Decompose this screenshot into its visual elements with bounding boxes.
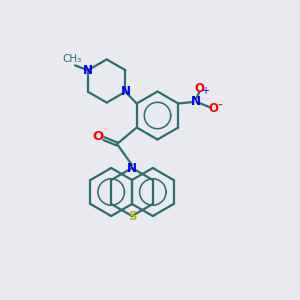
Text: O: O	[93, 130, 104, 143]
Text: S: S	[128, 209, 136, 223]
Text: +: +	[201, 85, 209, 96]
Text: N: N	[191, 95, 201, 109]
Text: N: N	[120, 85, 130, 98]
Text: O: O	[194, 82, 204, 95]
Text: N: N	[83, 64, 93, 77]
Text: N: N	[127, 161, 137, 175]
Text: O: O	[209, 102, 219, 115]
Text: -: -	[218, 99, 223, 113]
Text: CH₃: CH₃	[62, 54, 81, 64]
